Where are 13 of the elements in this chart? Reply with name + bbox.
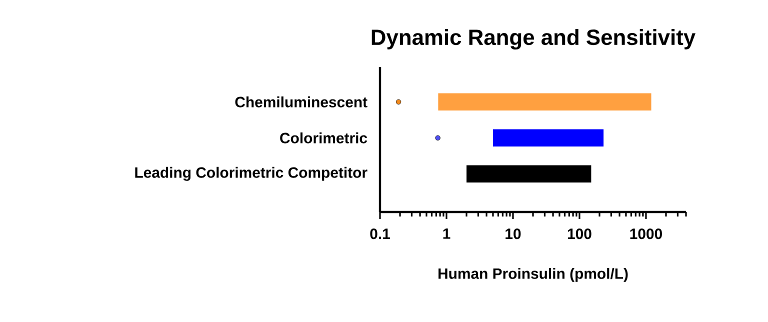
- x-tick-label: 0.1: [370, 228, 390, 240]
- bar: [492, 129, 604, 147]
- bar: [438, 93, 652, 111]
- x-tick-label: 100: [568, 228, 592, 240]
- y-tick-label: Leading Colorimetric Competitor: [135, 166, 368, 181]
- y-tick-label: Colorimetric: [280, 132, 368, 144]
- bar: [466, 165, 592, 182]
- x-axis-title: Human Proinsulin (pmol/L): [438, 268, 628, 282]
- y-tick-label: Chemiluminescent: [235, 96, 368, 108]
- chart-title: Dynamic Range and Sensitivity: [372, 28, 696, 50]
- x-tick-label: 1000: [630, 228, 662, 240]
- x-tick-label: 10: [506, 228, 521, 240]
- x-tick-label: 1: [443, 228, 450, 239]
